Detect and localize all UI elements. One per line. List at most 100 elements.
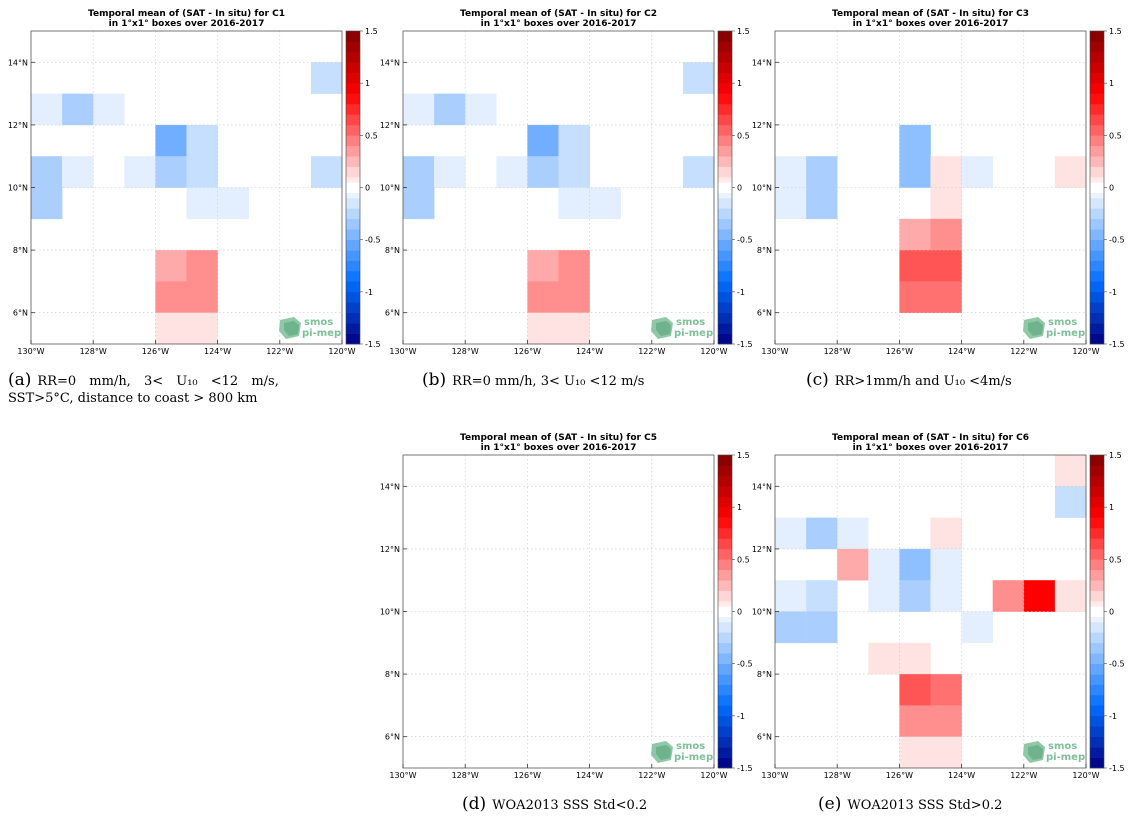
x-tick-label: 120°W <box>1072 771 1099 780</box>
logo-text-smos: smos <box>676 317 705 328</box>
logo-mark <box>656 745 671 760</box>
y-tick-label: 12°N <box>380 545 400 554</box>
heatmap-cell <box>930 187 962 220</box>
x-tick-label: 124°W <box>204 347 231 356</box>
heatmap-cell <box>186 124 218 157</box>
colorbar-bin <box>1090 569 1104 581</box>
chart-subtitle: in 1°x1° boxes over 2016-2017 <box>481 19 637 29</box>
heatmap-cell <box>465 93 497 126</box>
colorbar-bin <box>1090 580 1104 591</box>
colorbar-tick-label: -1 <box>737 712 745 721</box>
colorbar-bin <box>346 166 360 178</box>
colorbar-bin <box>718 726 732 737</box>
heatmap-cell <box>775 517 807 550</box>
colorbar-bin <box>346 281 360 293</box>
colorbar-bin <box>1090 559 1104 571</box>
colorbar-bin <box>346 83 360 94</box>
colorbar-bin <box>718 606 732 618</box>
heatmap-cell <box>1054 156 1087 188</box>
colorbar-bin <box>1090 694 1104 706</box>
heatmap-cell <box>1023 580 1056 612</box>
colorbar-bin <box>718 145 732 157</box>
colorbar-bin <box>718 250 732 261</box>
colorbar-bin <box>718 323 732 334</box>
x-tick-label: 128°W <box>80 347 107 356</box>
colorbar-bin <box>346 135 360 147</box>
colorbar-bin <box>346 323 360 334</box>
x-tick-label: 122°W <box>638 347 665 356</box>
heatmap-cell <box>899 642 931 675</box>
y-tick-label: 12°N <box>380 121 400 130</box>
colorbar-bin <box>346 197 360 209</box>
heatmap-cell <box>403 187 435 220</box>
colorbar-tick-label: -0.5 <box>737 236 753 245</box>
colorbar-bin <box>718 548 732 560</box>
heatmap-cell <box>31 93 63 126</box>
colorbar-tick-label: 1 <box>737 503 742 512</box>
colorbar-bin <box>346 124 360 136</box>
heatmap-cell <box>186 250 218 282</box>
colorbar-tick-label: -1.5 <box>1109 340 1125 349</box>
x-tick-label: 120°W <box>700 771 727 780</box>
colorbar-bin <box>718 229 732 240</box>
heatmap-cell <box>806 156 838 188</box>
colorbar-bin <box>718 559 732 571</box>
heatmap-cell <box>558 156 590 188</box>
colorbar-bin <box>346 192 360 199</box>
colorbar-bin <box>1090 192 1104 199</box>
colorbar-tick-label: 1.5 <box>737 451 750 460</box>
colorbar-bin <box>718 291 732 303</box>
colorbar-bin <box>718 333 732 345</box>
chart-title: Temporal mean of (SAT - In situ) for C5 <box>460 433 657 443</box>
colorbar-bin <box>346 208 360 220</box>
colorbar-tick-label: -1.5 <box>1109 764 1125 773</box>
colorbar-bin <box>1090 41 1104 53</box>
heatmap-cell <box>1054 580 1087 612</box>
colorbar-tick-label: 1.5 <box>1109 451 1122 460</box>
heatmap-cell <box>558 187 590 220</box>
colorbar-bin <box>1090 736 1104 748</box>
heatmap-cell <box>899 580 931 612</box>
colorbar-bin <box>1090 197 1104 209</box>
plot-area <box>403 455 714 768</box>
y-tick-label: 6°N <box>757 309 772 318</box>
colorbar-bin <box>718 312 732 324</box>
colorbar-bin <box>718 302 732 313</box>
caption-text: RR=0 mm/h, 3< U₁₀ <12 m/s <box>452 374 645 389</box>
colorbar-bin <box>718 616 732 623</box>
colorbar-bin <box>1090 747 1104 758</box>
logo-mark <box>284 321 299 336</box>
colorbar-bin <box>718 694 732 706</box>
x-tick-label: 130°W <box>389 771 416 780</box>
heatmap-cell <box>93 93 125 126</box>
colorbar-bin <box>718 642 732 654</box>
colorbar-bin <box>718 663 732 675</box>
colorbar-bin <box>1090 684 1104 696</box>
logo-text-pimep: pi-mep <box>674 752 713 763</box>
colorbar-bin <box>1090 663 1104 675</box>
y-tick-label: 14°N <box>380 482 400 491</box>
y-tick-label: 8°N <box>385 670 400 679</box>
colorbar-bin <box>718 569 732 581</box>
heatmap-cell <box>899 250 931 282</box>
logo-text-pimep: pi-mep <box>674 328 713 339</box>
colorbar-bin <box>1090 621 1104 633</box>
colorbar-bin <box>718 156 732 167</box>
heatmap-cell <box>310 62 343 94</box>
caption-text: RR=0 mm/h, 3< U₁₀ <12 m/s, <box>37 374 279 389</box>
logo-text-smos: smos <box>304 317 333 328</box>
colorbar-bin <box>346 250 360 261</box>
colorbar-bin <box>346 177 360 183</box>
colorbar-bin <box>718 653 732 664</box>
logo-text-pimep: pi-mep <box>1046 752 1085 763</box>
heatmap-cell <box>186 156 218 188</box>
heatmap-cell <box>186 281 218 313</box>
colorbar-tick-label: 0.5 <box>737 555 750 564</box>
colorbar-tick-label: 0.5 <box>1109 555 1122 564</box>
colorbar-bin <box>1090 616 1104 623</box>
heatmap-cell <box>186 312 218 345</box>
colorbar-bin <box>718 475 732 487</box>
heatmap-cell <box>899 705 931 737</box>
